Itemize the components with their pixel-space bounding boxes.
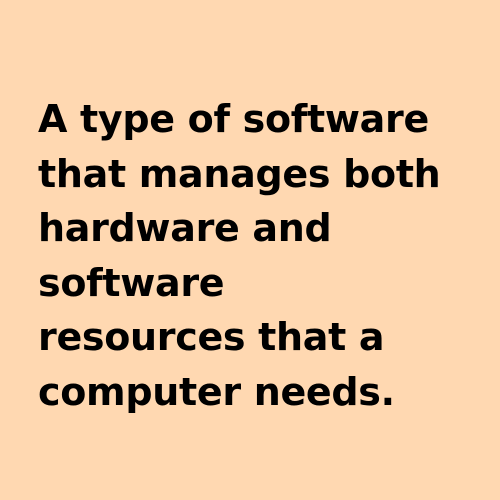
definition-line-4: software	[38, 260, 225, 305]
definition-line-6: computer needs.	[38, 369, 395, 414]
definition-line-5: resources that a	[38, 315, 385, 359]
definition-text: A type of software that manages both har…	[38, 92, 478, 419]
definition-line-3: hardware and	[38, 206, 332, 250]
definition-line-1: A type of software	[38, 97, 429, 141]
definition-line-2: that manages both	[38, 151, 441, 196]
